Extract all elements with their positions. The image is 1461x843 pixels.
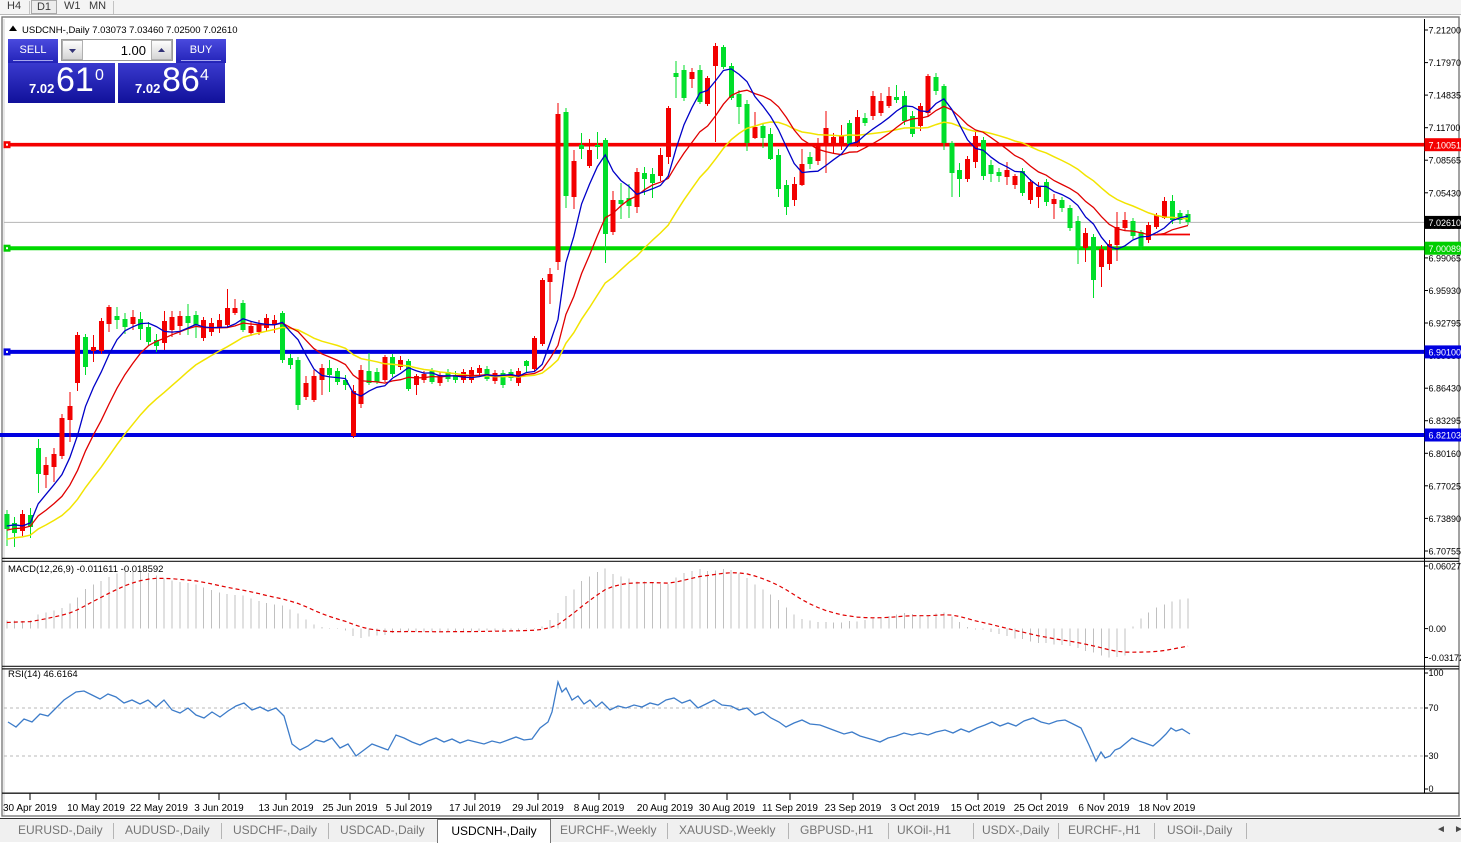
svg-text:7.21200: 7.21200 bbox=[1429, 26, 1461, 36]
svg-text:10 May 2019: 10 May 2019 bbox=[67, 803, 125, 814]
svg-text:7.14835: 7.14835 bbox=[1429, 91, 1461, 101]
svg-text:22 May 2019: 22 May 2019 bbox=[130, 803, 188, 814]
svg-text:6.80160: 6.80160 bbox=[1429, 449, 1461, 459]
svg-text:13 Jun 2019: 13 Jun 2019 bbox=[258, 803, 313, 814]
svg-text:0: 0 bbox=[1429, 784, 1434, 794]
svg-text:6.86430: 6.86430 bbox=[1429, 384, 1461, 394]
svg-text:0.060273: 0.060273 bbox=[1429, 562, 1461, 572]
svg-text:6.83295: 6.83295 bbox=[1429, 416, 1461, 426]
svg-text:17 Jul 2019: 17 Jul 2019 bbox=[449, 803, 501, 814]
svg-text:3 Jun 2019: 3 Jun 2019 bbox=[194, 803, 244, 814]
svg-text:0.00: 0.00 bbox=[1429, 624, 1447, 634]
svg-text:5 Jul 2019: 5 Jul 2019 bbox=[386, 803, 433, 814]
svg-text:7.05430: 7.05430 bbox=[1429, 188, 1461, 198]
svg-text:8 Aug 2019: 8 Aug 2019 bbox=[574, 803, 625, 814]
svg-text:6.95930: 6.95930 bbox=[1429, 286, 1461, 296]
svg-text:7.10051: 7.10051 bbox=[1429, 140, 1461, 150]
svg-text:7.02610: 7.02610 bbox=[1429, 218, 1461, 228]
svg-text:30 Aug 2019: 30 Aug 2019 bbox=[699, 803, 756, 814]
svg-text:11 Sep 2019: 11 Sep 2019 bbox=[762, 803, 818, 814]
svg-text:6.90100: 6.90100 bbox=[1429, 348, 1461, 358]
svg-text:18 Nov 2019: 18 Nov 2019 bbox=[1139, 803, 1196, 814]
svg-text:7.00089: 7.00089 bbox=[1429, 244, 1461, 254]
svg-text:MACD(12,26,9) -0.011611 -0.018: MACD(12,26,9) -0.011611 -0.018592 bbox=[8, 564, 163, 575]
svg-text:6 Nov 2019: 6 Nov 2019 bbox=[1078, 803, 1130, 814]
svg-text:7.17970: 7.17970 bbox=[1429, 58, 1461, 68]
svg-text:20 Aug 2019: 20 Aug 2019 bbox=[637, 803, 694, 814]
svg-text:7.11700: 7.11700 bbox=[1429, 123, 1461, 133]
svg-text:6.82103: 6.82103 bbox=[1429, 431, 1461, 441]
svg-text:6.92795: 6.92795 bbox=[1429, 319, 1461, 329]
svg-text:23 Sep 2019: 23 Sep 2019 bbox=[825, 803, 882, 814]
svg-text:-0.031725: -0.031725 bbox=[1429, 653, 1461, 663]
svg-text:6.77025: 6.77025 bbox=[1429, 481, 1461, 491]
svg-text:7.08565: 7.08565 bbox=[1429, 156, 1461, 166]
svg-text:6.73890: 6.73890 bbox=[1429, 514, 1461, 524]
svg-text:70: 70 bbox=[1429, 703, 1439, 713]
svg-text:6.70755: 6.70755 bbox=[1429, 547, 1461, 557]
svg-text:25 Jun 2019: 25 Jun 2019 bbox=[322, 803, 377, 814]
svg-text:30: 30 bbox=[1429, 751, 1439, 761]
svg-text:3 Oct 2019: 3 Oct 2019 bbox=[891, 803, 940, 814]
svg-text:25 Oct 2019: 25 Oct 2019 bbox=[1014, 803, 1069, 814]
svg-text:RSI(14) 46.6164: RSI(14) 46.6164 bbox=[8, 669, 78, 680]
svg-text:USDCNH-,Daily 7.03073 7.03460: USDCNH-,Daily 7.03073 7.03460 7.02500 7.… bbox=[22, 25, 237, 36]
svg-text:15 Oct 2019: 15 Oct 2019 bbox=[951, 803, 1006, 814]
svg-text:6.99065: 6.99065 bbox=[1429, 253, 1461, 263]
svg-text:30 Apr 2019: 30 Apr 2019 bbox=[3, 803, 57, 814]
svg-text:29 Jul 2019: 29 Jul 2019 bbox=[512, 803, 564, 814]
svg-text:100: 100 bbox=[1429, 668, 1444, 678]
